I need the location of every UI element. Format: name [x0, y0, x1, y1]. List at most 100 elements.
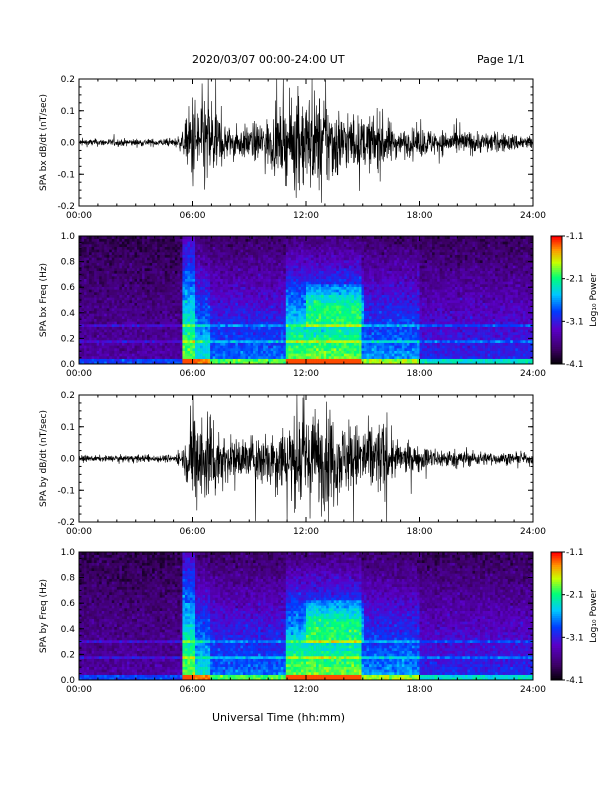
spectrogram-cell	[313, 350, 317, 354]
spectrogram-cell	[189, 356, 193, 359]
spectrogram-cell	[177, 305, 181, 309]
spectrogram-cell	[227, 286, 231, 290]
spectrogram-cell	[109, 236, 113, 239]
spectrogram-cell	[227, 262, 231, 266]
spectrogram-cell	[295, 286, 299, 290]
spectrogram-cell	[220, 252, 224, 255]
spectrogram-cell	[237, 324, 241, 327]
spectrogram-cell	[172, 265, 176, 269]
spectrogram-cell	[245, 308, 249, 311]
spectrogram-cell	[298, 297, 302, 301]
spectrogram-cell	[323, 313, 327, 317]
spectrogram-cell	[114, 292, 118, 295]
spectrogram-cell	[189, 350, 193, 354]
spectrogram-cell	[157, 252, 161, 255]
spectrogram-cell	[225, 308, 229, 311]
spectrogram-cell	[134, 332, 138, 335]
spectrogram-cell	[159, 252, 163, 255]
spectrogram-cell	[152, 318, 155, 322]
spectrogram-cell	[164, 310, 168, 314]
spectrogram-cell	[210, 257, 213, 261]
spectrogram-cell	[225, 297, 229, 301]
spectrogram-cell	[142, 340, 145, 343]
spectrogram-cell	[101, 257, 105, 261]
spectrogram-cell	[134, 342, 138, 346]
spectrogram-cell	[164, 289, 168, 293]
spectrogram-cell	[273, 260, 277, 263]
spectrogram-cell	[207, 361, 211, 365]
spectrogram-cell	[195, 329, 198, 333]
spectrogram-cell	[179, 361, 183, 365]
spectrogram-cell	[111, 278, 115, 282]
spectrogram-cell	[265, 308, 269, 311]
spectrogram-cell	[217, 353, 221, 357]
spectrogram-cell	[164, 353, 168, 357]
spectrogram-cell	[230, 353, 234, 357]
spectrogram-cell	[245, 297, 249, 301]
spectrogram-cell	[288, 321, 292, 325]
spectrogram-cell	[326, 332, 329, 335]
spectrogram-cell	[89, 286, 92, 290]
spectrogram-cell	[189, 305, 193, 309]
spectrogram-cell	[91, 337, 95, 341]
spectrogram-cell	[285, 332, 289, 335]
spectrogram-cell	[222, 310, 226, 314]
spectrogram-cell	[84, 361, 87, 365]
spectrogram-cell	[220, 324, 224, 327]
spectrogram-cell	[177, 308, 181, 311]
spectrogram-cell	[333, 334, 337, 338]
spectrogram-cell	[89, 340, 92, 343]
spectrogram-cell	[205, 326, 208, 330]
spectrogram-cell	[99, 313, 102, 317]
spectrogram-cell	[265, 324, 269, 327]
spectrogram-cell	[237, 257, 241, 261]
spectrogram-cell	[195, 356, 198, 359]
spectrogram-cell	[328, 268, 332, 271]
spectrogram-cell	[275, 236, 279, 239]
spectrogram-cell	[306, 297, 309, 301]
spectrogram-cell	[139, 289, 143, 293]
spectrogram-cell	[139, 270, 143, 274]
spectrogram-cell	[217, 241, 221, 245]
spectrogram-cell	[220, 260, 224, 263]
spectrogram-cell	[326, 257, 329, 261]
spectrogram-cell	[134, 348, 138, 351]
spectrogram-cell	[283, 260, 287, 263]
spectrogram-cell	[232, 284, 236, 287]
spectrogram-cell	[164, 276, 168, 279]
spectrogram-cell	[313, 262, 317, 266]
spectrogram-cell	[126, 305, 130, 309]
spectrogram-cell	[144, 254, 148, 258]
spectrogram-cell	[167, 321, 171, 325]
spectrogram-cell	[119, 350, 123, 354]
spectrogram-cell	[177, 332, 181, 335]
spectrogram-cell	[263, 340, 266, 343]
spectrogram-cell	[137, 318, 140, 322]
spectrogram-cell	[235, 249, 239, 253]
spectrogram-cell	[152, 284, 155, 287]
spectrogram-cell	[217, 342, 221, 346]
spectrogram-cell	[197, 350, 201, 354]
spectrogram-cell	[187, 321, 191, 325]
spectrogram-cell	[121, 268, 125, 271]
spectrogram-cell	[111, 353, 115, 357]
spectrogram-cell	[104, 326, 108, 330]
spectrogram-cell	[288, 236, 292, 239]
spectrogram-cell	[131, 300, 135, 303]
spectrogram-cell	[215, 297, 219, 301]
spectrogram-cell	[184, 292, 188, 295]
spectrogram-cell	[255, 324, 259, 327]
spectrogram-cell	[167, 294, 171, 298]
spectrogram-cell	[172, 244, 176, 247]
spectrogram-cell	[202, 342, 206, 346]
spectrogram-cell	[237, 278, 241, 282]
spectrogram-cell	[273, 278, 277, 282]
spectrogram-cell	[205, 281, 208, 285]
spectrogram-cell	[177, 358, 181, 362]
spectrogram-cell	[215, 241, 219, 245]
spectrogram-cell	[96, 332, 100, 335]
spectrogram-cell	[326, 281, 329, 285]
spectrogram-cell	[263, 302, 266, 306]
spectrogram-cell	[275, 249, 279, 253]
spectrogram-cell	[280, 252, 284, 255]
